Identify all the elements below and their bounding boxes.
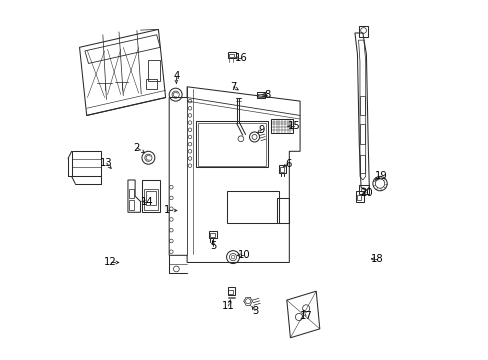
Bar: [198, 123, 265, 166]
Bar: [359, 26, 367, 37]
Bar: [196, 121, 267, 167]
Bar: [356, 195, 361, 201]
Bar: [144, 189, 158, 211]
Text: 20: 20: [359, 188, 372, 198]
Text: 17: 17: [299, 311, 312, 321]
Bar: [147, 60, 160, 81]
Bar: [226, 191, 278, 223]
Text: 16: 16: [234, 53, 247, 63]
Bar: [227, 287, 234, 295]
Bar: [209, 233, 214, 237]
Text: 12: 12: [104, 257, 117, 267]
Bar: [359, 185, 368, 194]
Bar: [258, 94, 263, 97]
Text: 19: 19: [374, 171, 386, 181]
Text: 2: 2: [133, 143, 140, 153]
Bar: [257, 92, 265, 98]
Bar: [129, 200, 134, 211]
Bar: [271, 119, 292, 133]
Text: 15: 15: [287, 121, 300, 131]
Text: 10: 10: [237, 250, 249, 260]
Text: 9: 9: [258, 125, 264, 135]
Text: 7: 7: [229, 82, 236, 92]
Text: 6: 6: [285, 159, 291, 169]
Bar: [360, 125, 365, 144]
Text: 13: 13: [100, 158, 113, 168]
Bar: [228, 290, 232, 294]
Bar: [229, 54, 233, 57]
Bar: [360, 155, 365, 173]
Bar: [208, 231, 216, 238]
Bar: [360, 96, 365, 116]
Text: 3: 3: [252, 306, 258, 316]
Bar: [228, 51, 235, 58]
Text: 18: 18: [370, 254, 383, 264]
Text: 5: 5: [209, 241, 216, 251]
Bar: [129, 189, 134, 198]
Text: 8: 8: [264, 90, 270, 100]
Bar: [276, 198, 289, 223]
Text: 1: 1: [164, 206, 170, 216]
Bar: [145, 192, 156, 205]
Bar: [280, 167, 284, 172]
Text: 11: 11: [222, 301, 234, 311]
Bar: [355, 192, 363, 202]
Text: 4: 4: [173, 71, 179, 81]
Text: 14: 14: [141, 197, 153, 207]
Bar: [278, 165, 285, 173]
Bar: [145, 78, 156, 89]
